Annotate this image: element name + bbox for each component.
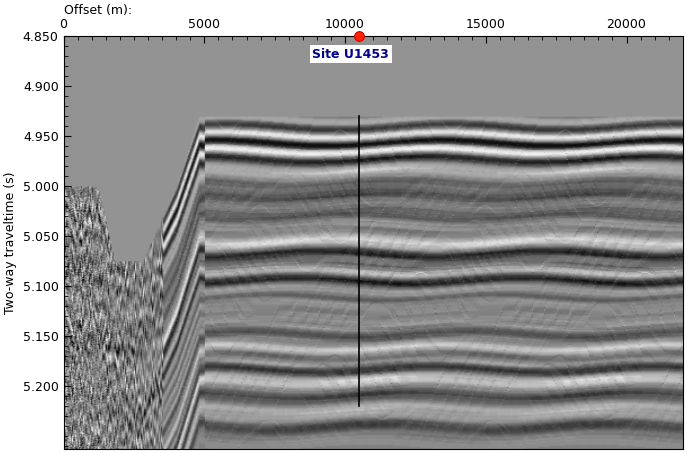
- Text: Site U1453: Site U1453: [313, 48, 389, 61]
- Y-axis label: Two-way traveltime (s): Two-way traveltime (s): [4, 171, 17, 314]
- X-axis label: Offset (m):: Offset (m):: [64, 4, 132, 17]
